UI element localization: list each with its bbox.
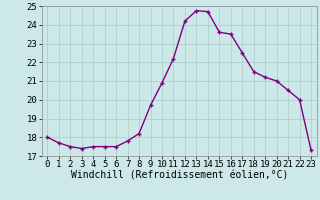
X-axis label: Windchill (Refroidissement éolien,°C): Windchill (Refroidissement éolien,°C) [70,171,288,181]
